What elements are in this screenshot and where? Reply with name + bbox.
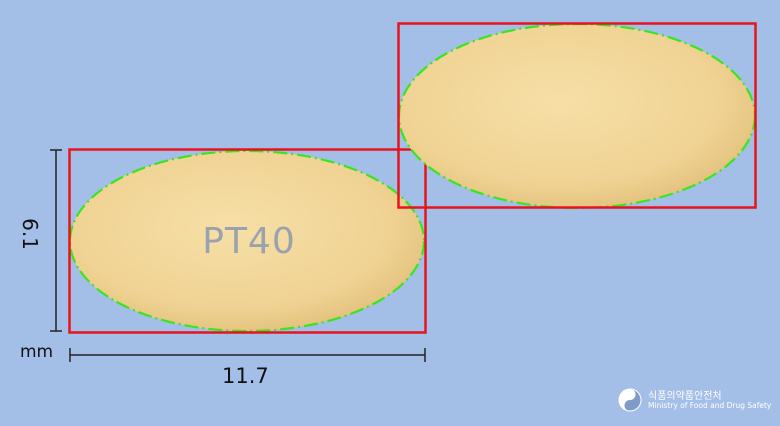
tablet-imprint: PT40: [202, 221, 296, 262]
mfds-logo: 식품의약품안전처 Ministry of Food and Drug Safet…: [618, 386, 772, 416]
width-measurement: 11.7: [222, 364, 269, 388]
unit-label: mm: [20, 342, 54, 362]
tablet-front: PT40: [68, 149, 426, 333]
government-emblem-icon: [618, 388, 642, 412]
tablet-back-bounding-box: [397, 22, 757, 209]
logo-korean-text: 식품의약품안전처: [648, 391, 722, 402]
tablet-front-bounding-box: [68, 148, 427, 334]
height-dimension-line: [50, 149, 62, 332]
tablet-back: [397, 22, 757, 210]
width-dimension-line: [69, 348, 426, 362]
logo-english-text: Ministry of Food and Drug Safety: [648, 401, 772, 410]
height-measurement: 6.1: [17, 218, 42, 250]
